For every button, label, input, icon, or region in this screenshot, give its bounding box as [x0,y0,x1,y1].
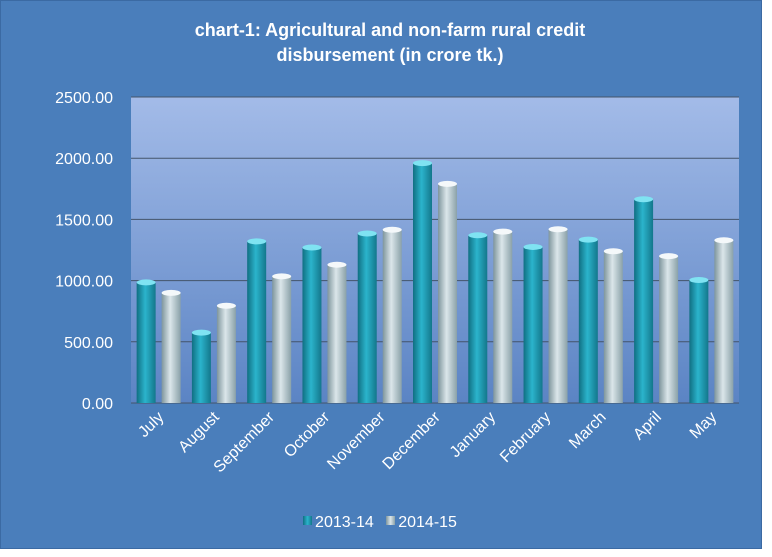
bar-cap-2014-15-november [382,226,402,233]
bar-2014-15-september [272,276,292,403]
x-tick-label: August [175,408,223,456]
legend-label-2014-15: 2014-15 [398,514,457,531]
bar-2014-15-april [659,256,679,403]
bar-cap-2013-14-july [136,279,156,286]
y-axis-ticks: 0.00 500.00 1000.00 1500.00 2000.00 2500.00 [55,90,113,413]
y-tick-label: 1500.00 [55,212,113,229]
bar-cap-2014-15-july [161,289,181,296]
bar-cap-2013-14-may [689,276,709,283]
bar-2013-14-december [413,163,432,403]
bar-cap-2014-15-january [493,228,513,235]
chart-title: chart-1: Agricultural and non-farm rural… [194,20,586,65]
bar-2013-14-august [191,332,211,403]
bar-cap-2013-14-september [247,238,267,245]
bar-cap-2014-15-february [548,226,568,233]
x-tick-label: April [630,409,665,444]
legend-item-2014-15: 2014-15 [386,514,457,532]
bar-cap-2014-15-august [216,302,236,309]
bar-cap-2013-14-january [468,232,488,239]
bar-2013-14-september [247,241,267,403]
x-tick-label: January [447,409,499,461]
x-tick-label: December [380,408,445,473]
y-tick-label: 1000.00 [55,274,113,291]
bar-cap-2013-14-november [357,230,377,237]
bar-2013-14-may [689,279,709,403]
y-tick-label: 500.00 [64,335,113,352]
bar-2014-15-january [493,231,513,403]
bar-2013-14-january [468,235,488,403]
bar-cap-2014-15-december [438,180,457,187]
bar-2014-15-july [161,292,181,403]
bar-2014-15-february [548,229,568,403]
bar-2013-14-april [634,199,654,403]
legend-label-2013-14: 2013-14 [315,514,374,531]
bar-2013-14-november [357,233,377,403]
bar-2013-14-march [578,239,598,403]
bar-cap-2014-15-may [714,237,734,244]
bar-2014-15-march [603,251,623,403]
bar-cap-2013-14-february [523,243,543,250]
x-tick-label: September [211,408,279,476]
x-tick-label: October [281,408,334,461]
x-tick-label: March [566,409,609,452]
bar-2014-15-august [216,305,236,403]
bar-cap-2014-15-september [272,273,292,280]
bar-cap-2013-14-april [634,196,654,203]
bar-cap-2014-15-april [659,253,679,260]
bar-2014-15-november [382,229,402,403]
bar-2014-15-december [438,183,457,403]
bar-cap-2014-15-october [327,261,347,268]
x-tick-label: November [324,408,389,473]
bar-2014-15-october [327,264,347,403]
legend-swatch-2013-14 [303,516,313,526]
bar-cap-2013-14-october [302,244,322,251]
x-tick-label: May [687,409,720,442]
bar-cap-2013-14-march [578,236,598,243]
y-tick-label: 0.00 [82,396,113,413]
bar-layer [136,160,734,403]
legend: 2013-14 2014-15 [0,514,760,532]
bar-2013-14-october [302,247,322,403]
bar-cap-2013-14-august [191,329,211,336]
bar-2014-15-may [714,240,734,403]
legend-item-2013-14: 2013-14 [303,514,374,532]
y-tick-label: 2000.00 [55,151,113,168]
x-tick-label: February [497,409,554,466]
bar-cap-2013-14-december [413,160,432,167]
bar-2013-14-july [136,282,156,403]
bar-cap-2014-15-march [603,248,623,255]
bar-2013-14-february [523,246,543,403]
y-tick-label: 2500.00 [55,90,113,107]
legend-swatch-2014-15 [386,516,396,526]
x-tick-label: July [135,409,167,441]
